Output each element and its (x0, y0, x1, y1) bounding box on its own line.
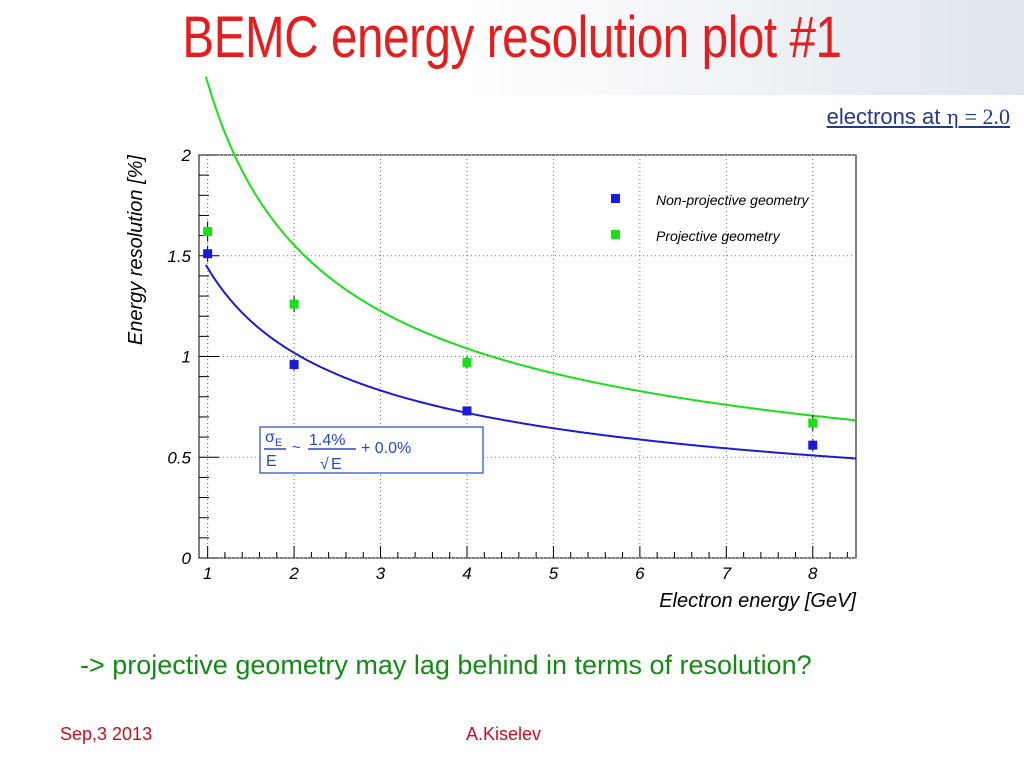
formula-box (259, 426, 484, 474)
formula-sigma-subscript: E (275, 437, 282, 449)
formula-tilde: ~ (292, 439, 301, 456)
formula-numerator: 1.4% (309, 432, 345, 449)
formula-sqrt-argument: E (331, 456, 342, 473)
title-band (0, 0, 1024, 95)
subtitle: electrons at η = 2.0 (827, 104, 1010, 130)
footer-date: Sep,3 2013 (60, 724, 153, 744)
y-tick-label: 1 (182, 348, 191, 367)
data-point-projective (462, 358, 472, 368)
fit-curve-non-projective (205, 264, 857, 460)
x-tick-label: 1 (203, 564, 212, 583)
x-tick-label: 2 (288, 564, 299, 583)
formula-sqrt: √ (320, 456, 329, 473)
x-axis-title: Electron energy [GeV] (659, 590, 856, 612)
x-tick-label: 6 (635, 564, 645, 583)
data-point-non-projective (462, 406, 472, 416)
footer-author: A.Kiselev (466, 724, 542, 744)
x-tick-label: 8 (808, 564, 818, 583)
data-point-projective (808, 418, 818, 428)
legend-marker-projective (611, 230, 620, 239)
data-point-non-projective (203, 249, 213, 259)
x-tick-label: 7 (722, 564, 732, 583)
x-tick-label: 4 (462, 564, 471, 583)
fit-curve-projective (204, 76, 857, 422)
subtitle-text: electrons at (826, 104, 941, 129)
y-tick-label: 1.5 (167, 247, 191, 266)
legend-label: Projective geometry (656, 228, 781, 244)
subtitle-eq: = 2.0 (964, 104, 1010, 129)
x-tick-label: 5 (549, 564, 559, 583)
data-point-non-projective (808, 440, 818, 450)
legend-marker-non-projective (611, 194, 620, 203)
legend-label: Non-projective geometry (656, 192, 810, 208)
y-axis-title: Energy resolution [%] (125, 155, 147, 346)
slide-title: BEMC energy resolution plot #1 (182, 5, 842, 70)
data-point-projective (289, 299, 299, 309)
y-tick-label: 0.5 (167, 448, 191, 467)
y-tick-label: 0 (182, 549, 192, 568)
y-tick-label: 2 (181, 146, 192, 165)
subtitle-eta: η (946, 105, 959, 129)
data-point-projective (203, 227, 213, 237)
formula-constant: + 0.0% (361, 440, 411, 457)
formula-sigma: σ (265, 429, 275, 446)
formula-denominator: E (266, 453, 277, 470)
x-tick-label: 3 (376, 564, 386, 583)
data-point-non-projective (289, 360, 299, 370)
remark-text: -> projective geometry may lag behind in… (80, 650, 812, 680)
